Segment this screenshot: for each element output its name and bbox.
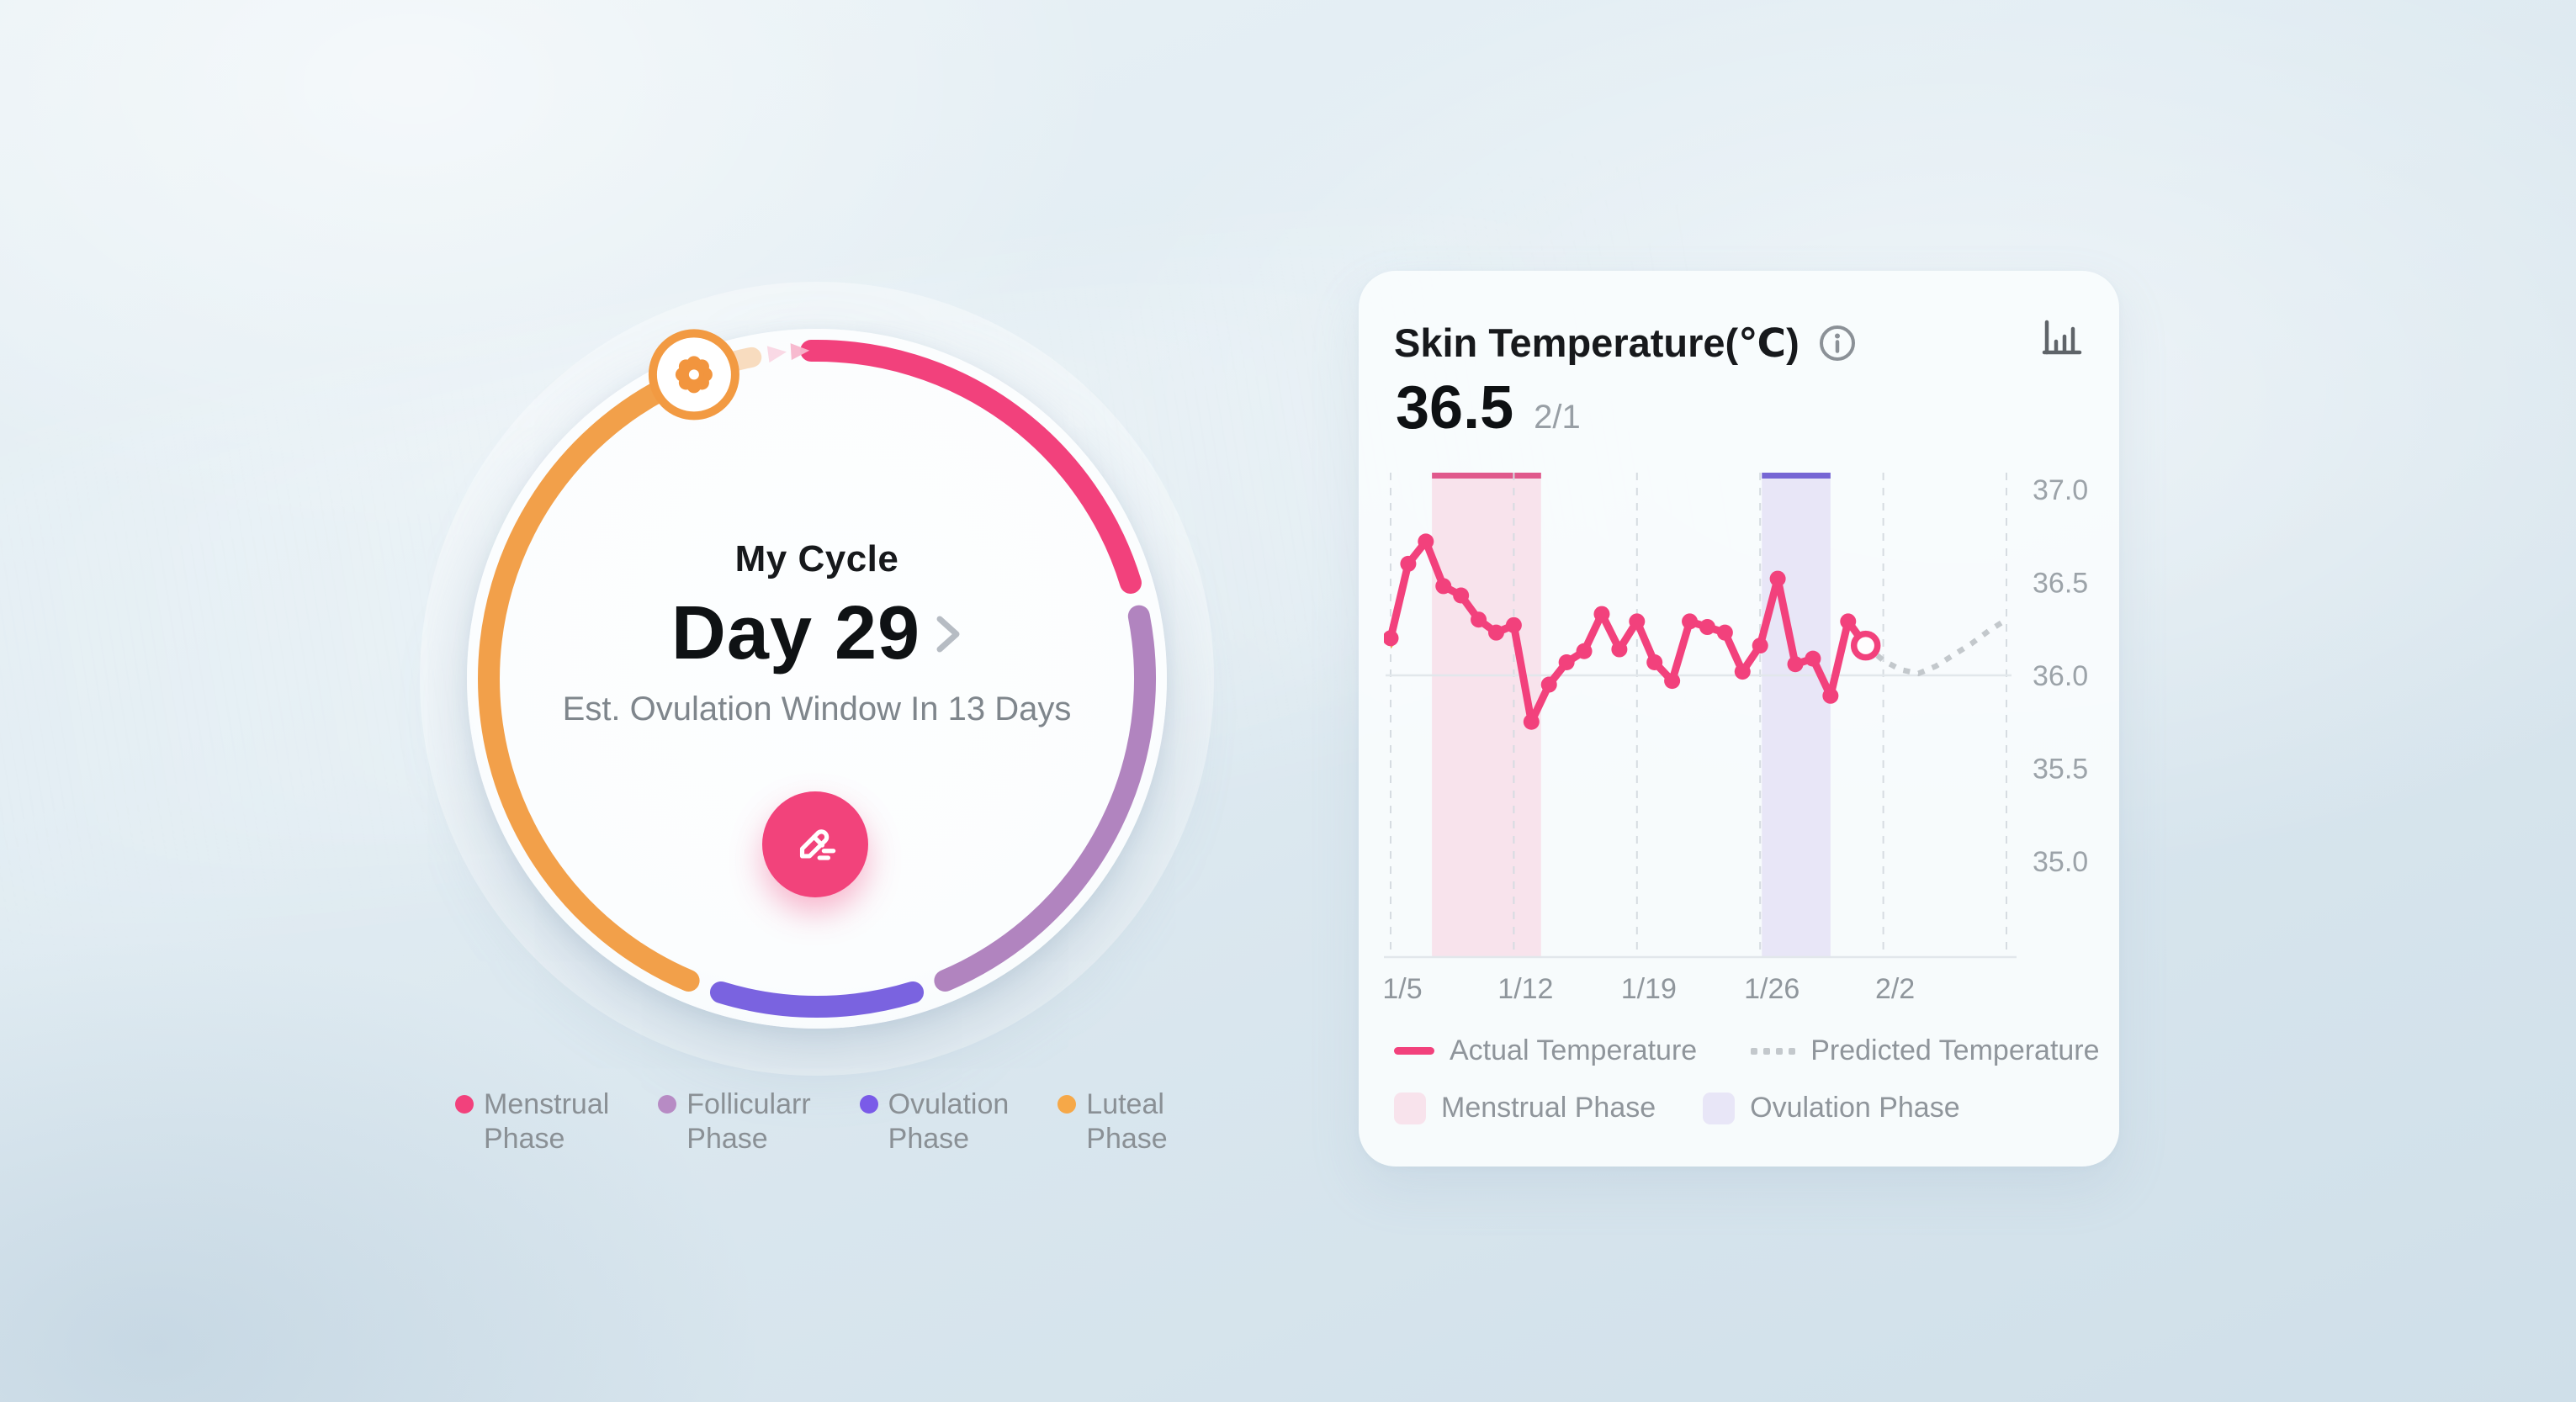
cycle-center-text: My Cycle Day 29 Est. Ovulation Window In… (556, 538, 1078, 728)
cycle-ring (478, 329, 1156, 1018)
ring-arc-luteal (478, 366, 700, 992)
x-tick-label: 1/19 (1621, 973, 1677, 1005)
ring-arc-ovulation (709, 981, 925, 1018)
data-point (1576, 643, 1593, 659)
histogram-view-button[interactable] (2040, 318, 2082, 358)
predicted-temperature-line (1863, 616, 2008, 677)
data-point (1629, 613, 1646, 630)
data-point (1646, 654, 1663, 671)
card-header: Skin Temperature(℃) (1394, 320, 1857, 367)
luteal-dot-icon (1057, 1095, 1077, 1114)
data-point (1611, 641, 1628, 658)
cycle-day-label: Day 29 (671, 591, 921, 675)
chevron-right-icon (936, 616, 960, 652)
data-point (1805, 650, 1821, 667)
data-point (1682, 613, 1699, 630)
card-title: Skin Temperature(℃) (1394, 320, 1799, 365)
y-tick-label: 35.5 (2033, 754, 2088, 786)
latest-data-point (1850, 630, 1881, 661)
data-point (1540, 676, 1557, 693)
data-point (1505, 616, 1522, 633)
bar-chart-icon (2042, 320, 2082, 355)
predicted-line-swatch (1751, 1047, 1796, 1055)
ring-arc-menstrual (800, 340, 1142, 594)
legend-item-luteal: Luteal Phase (1057, 1087, 1168, 1156)
ovulation-dot-icon (859, 1095, 878, 1114)
x-tick-label: 1/26 (1744, 973, 1799, 1005)
data-point (1593, 606, 1610, 622)
x-tick-label: 1/5 (1384, 973, 1423, 1005)
edit-cycle-button[interactable] (762, 791, 868, 897)
temperature-value: 36.5 (1396, 374, 1514, 442)
predicted-legend-label: Predicted Temperature (1810, 1034, 2100, 1066)
legend-item-menstrual: Menstrual Phase (455, 1087, 609, 1156)
y-tick-label: 37.0 (2033, 474, 2088, 506)
temperature-chart: 37.0 36.5 36.0 35.5 35.0 1/5 1/12 1/19 1/26 2/2 (1384, 473, 2088, 1005)
cycle-day-row[interactable]: Day 29 (556, 590, 1078, 677)
follicular-dot-icon (658, 1095, 677, 1114)
x-tick-label: 1/12 (1497, 973, 1553, 1005)
actual-legend-label: Actual Temperature (1450, 1034, 1698, 1066)
temperature-date: 2/1 (1534, 399, 1581, 436)
ovulation-band-swatch (1703, 1092, 1736, 1124)
y-tick-label: 36.5 (2033, 568, 2088, 600)
x-tick-label: 2/2 (1875, 973, 1915, 1005)
ovulation-legend-label: Ovulation Phase (1750, 1092, 1960, 1124)
cycle-subtitle: Est. Ovulation Window In 13 Days (562, 690, 1072, 727)
data-point (1840, 613, 1857, 630)
data-point (1699, 619, 1715, 636)
actual-temperature-line (1386, 537, 1870, 726)
info-button[interactable] (1818, 324, 1857, 362)
data-point (1822, 687, 1839, 704)
band-ovulation-phase (1762, 473, 1831, 957)
data-point (1418, 533, 1434, 550)
data-point (1734, 664, 1751, 680)
y-tick-label: 36.0 (2033, 660, 2088, 692)
cycle-title: My Cycle (734, 538, 899, 579)
data-point (1471, 611, 1487, 628)
legend-item-ovulation: Ovulation Phase (859, 1087, 1009, 1156)
chart-legend-series: Actual Temperature Predicted Temperature (1394, 1034, 2100, 1067)
value-row: 36.5 2/1 (1396, 373, 1581, 442)
data-point (1523, 713, 1540, 730)
info-icon (1819, 325, 1855, 361)
data-point (1558, 654, 1575, 671)
data-point (1769, 570, 1786, 587)
data-point (1664, 673, 1681, 690)
data-point (1787, 656, 1804, 673)
trail-arrow-icon (766, 346, 787, 363)
pencil-edit-icon (799, 829, 836, 860)
data-point (1400, 555, 1417, 572)
data-point (1487, 624, 1504, 641)
phase-bands (1432, 473, 1831, 957)
ring-arc-follicular (934, 605, 1156, 992)
band-menstrual-phase (1432, 473, 1541, 957)
trail-arrow-icon (790, 343, 810, 361)
data-point (1453, 587, 1470, 604)
cycle-settings-marker[interactable] (648, 329, 739, 421)
y-tick-label: 35.0 (2033, 846, 2088, 878)
data-point (1384, 630, 1399, 647)
actual-line-swatch (1394, 1047, 1434, 1055)
menstrual-dot-icon (455, 1095, 474, 1114)
data-point (1716, 624, 1733, 641)
legend-item-follicular: Follicularr Phase (658, 1087, 811, 1156)
data-point (1435, 578, 1452, 595)
skin-temperature-card: Skin Temperature(℃) 36.5 2/1 37.0 (1359, 271, 2119, 1167)
menstrual-legend-label: Menstrual Phase (1441, 1092, 1656, 1124)
chart-legend-bands: Menstrual Phase Ovulation Phase (1394, 1092, 1960, 1124)
menstrual-band-swatch (1394, 1092, 1426, 1124)
data-point (1752, 638, 1768, 654)
phase-legend: Menstrual Phase Follicularr Phase Ovulatio… (455, 1087, 1168, 1156)
